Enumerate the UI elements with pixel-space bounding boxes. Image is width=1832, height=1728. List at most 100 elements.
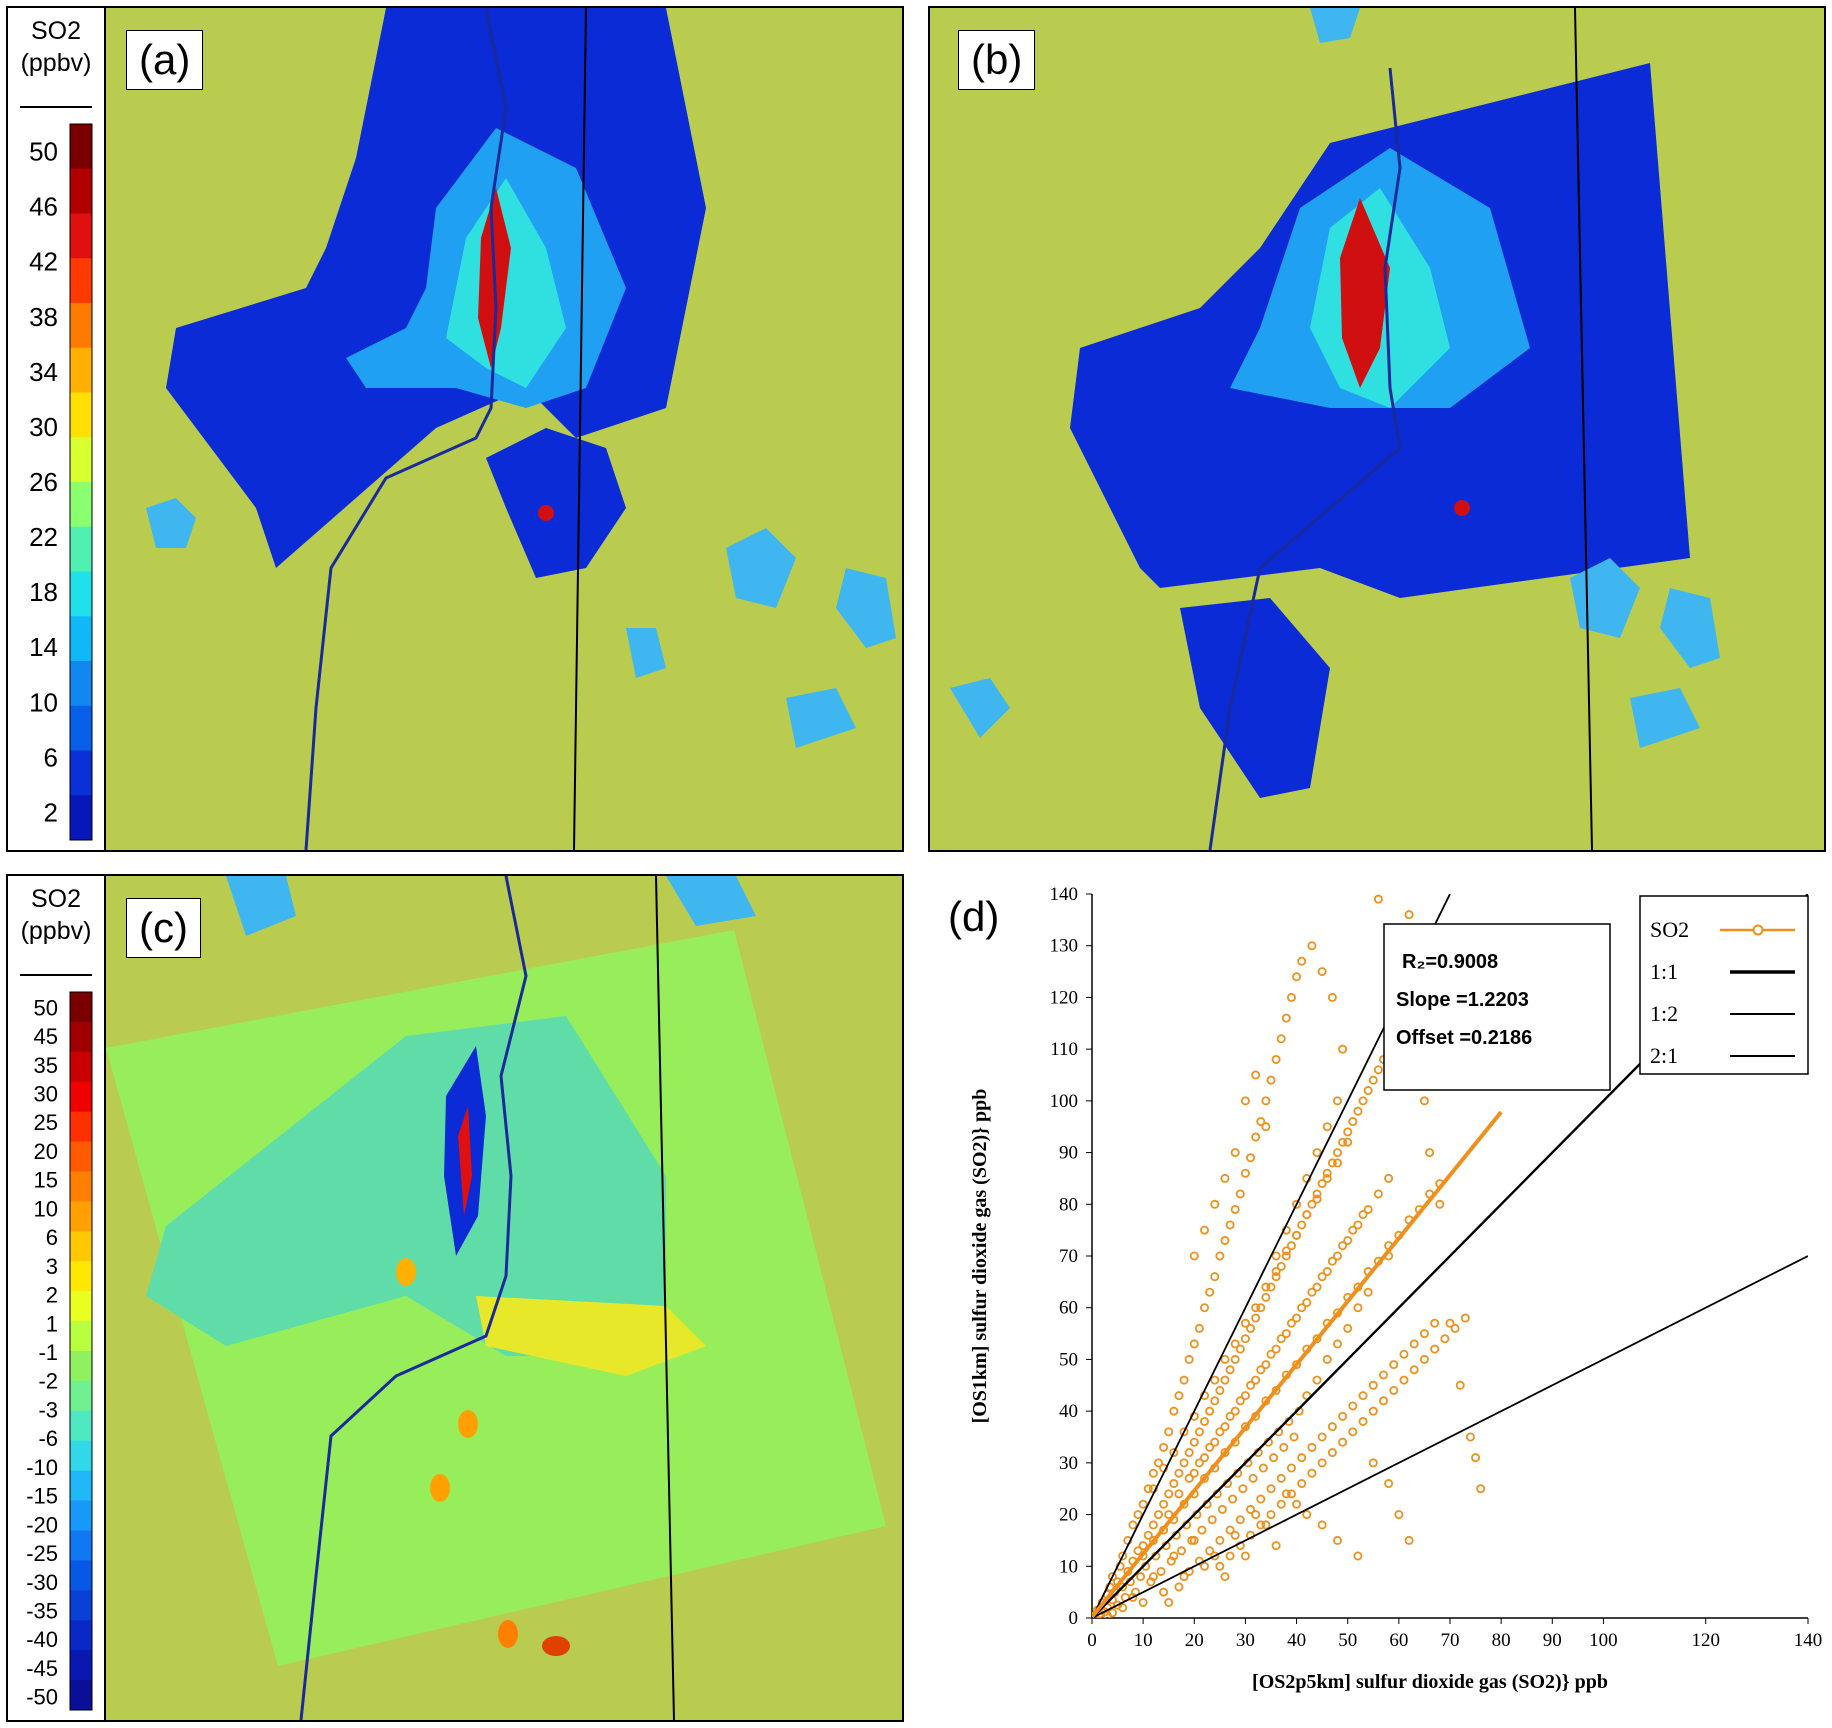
scatter-point [1373,1189,1383,1199]
scatter-point [1256,1520,1266,1530]
scatter-point [1399,1349,1409,1359]
scatter-point [1251,1070,1261,1080]
legend-entry-label: 1:1 [1650,959,1678,984]
scatter-point [1200,1561,1210,1571]
scatter-point [1118,1603,1128,1613]
x-tick-label: 30 [1236,1630,1255,1651]
scatter-point [1343,1127,1353,1137]
scatter-point [1251,1303,1261,1313]
scatter-point [1271,1541,1281,1551]
scatter-point [1215,1385,1225,1395]
colorbar-swatch [70,124,92,170]
x-tick-label: 0 [1087,1630,1097,1651]
scatter-point [1230,1148,1240,1158]
y-tick-label: 120 [1050,987,1079,1008]
colorbar-swatch [70,1380,92,1412]
colorbar-swatch [70,437,92,483]
scatter-point [1425,1148,1435,1158]
scatter-point [1419,1354,1429,1364]
colorbar-tick-label: 38 [29,302,58,332]
scatter-point [1317,1432,1327,1442]
scatter-point [1348,1117,1358,1127]
colorbar-tick-label: 46 [29,192,58,222]
lake [226,876,756,936]
scatter-point [1266,1349,1276,1359]
scatter-point [1338,1241,1348,1251]
colorbar-swatch [70,1410,92,1442]
scatter-point [1164,1489,1174,1499]
colorbar-tick-label: -20 [26,1512,58,1537]
scatter-point [1399,1375,1409,1385]
scatter-point [1338,1437,1348,1447]
scatter-point [1220,1354,1230,1364]
x-tick-label: 120 [1691,1630,1720,1651]
scatter-point [1430,1318,1440,1328]
plume-core [1340,198,1390,388]
colorbar-swatch [70,1590,92,1621]
scatter-point [1302,1510,1312,1520]
scatter-point [1225,1411,1235,1421]
scatter-point [1261,1520,1271,1530]
y-tick-label: 60 [1059,1298,1078,1319]
scatter-point [1205,1546,1215,1556]
x-tick-label: 140 [1794,1630,1823,1651]
stat-slope: Slope =1.2203 [1396,989,1529,1011]
colorbar-tick-label: -40 [26,1627,58,1652]
scatter-point [1302,1210,1312,1220]
scatter-point [1297,1303,1307,1313]
scatter-point [1307,941,1317,951]
scatter-point [1251,1132,1261,1142]
colorbar-legend-a: SO2 (ppbv) 50 46 42 38 34 30 26 22 18 14 10 6 2 [8,8,106,850]
scatter-point [1327,1422,1337,1432]
scatter-point [1220,1572,1230,1582]
panel-label-c: (c) [126,898,201,958]
scatter-point [1286,1489,1296,1499]
scatter-point [1266,1510,1276,1520]
y-tick-label: 50 [1059,1349,1078,1370]
scatter-point [1389,1360,1399,1370]
colorbar-swatch [70,213,92,259]
scatter-point [1179,1427,1189,1437]
scatter-point [1240,1391,1250,1401]
scatter-point [1251,1313,1261,1323]
scatter-point [1194,1458,1204,1468]
scatter-point [1338,1044,1348,1054]
y-tick-label: 110 [1050,1039,1078,1060]
scatter-point [1138,1499,1148,1509]
scatter-point [1292,1499,1302,1509]
map-panel-a: SO2 (ppbv) 50 46 42 38 34 30 26 22 18 14 10 6 2 (a) [6,6,904,852]
scatter-point [1450,1323,1460,1333]
scatter-point [1332,1158,1342,1168]
scatter-point [1297,1479,1307,1489]
colorbar-swatch [70,1291,92,1322]
colorbar-tick-label: 2 [46,1283,58,1308]
colorbar-tick-label: 10 [29,687,58,717]
scatter-point [1210,1437,1220,1447]
colorbar-rule-c [20,974,92,976]
scatter-point [1200,1473,1210,1483]
scatter-point [1343,1137,1353,1147]
scatter-point [1307,1468,1317,1478]
colorbar-swatch [70,392,92,438]
scatter-point [1225,1551,1235,1561]
scatter-point [1207,1515,1217,1525]
colorbar-unit-c: (ppbv) [20,917,92,945]
scatter-point [1205,1406,1215,1416]
scatter-point [1343,1235,1353,1245]
scatter-point [1476,1484,1486,1494]
x-tick-label: 20 [1185,1630,1204,1651]
scatter-point [1251,1510,1261,1520]
scatter-point [1471,1453,1481,1463]
legend-entry-label: 1:2 [1650,1001,1678,1026]
difference-hotspot [458,1410,478,1438]
scatter-point [1322,1173,1332,1183]
scatter-point [1312,1282,1322,1292]
scatter-point [1225,1365,1235,1375]
colorbar-tick-label: 15 [34,1168,58,1193]
difference-positive-core [458,1106,472,1216]
colorbar-tick-label: -45 [26,1656,58,1681]
scatter-point [1338,1411,1348,1421]
colorbar-tick-label: 42 [29,247,58,277]
border-line [655,876,675,1720]
colorbar-legend-c: SO2 (ppbv) 50 45 35 30 25 20 15 10 6 3 2 1 -1 -2 -3 -6 -… [8,876,106,1720]
